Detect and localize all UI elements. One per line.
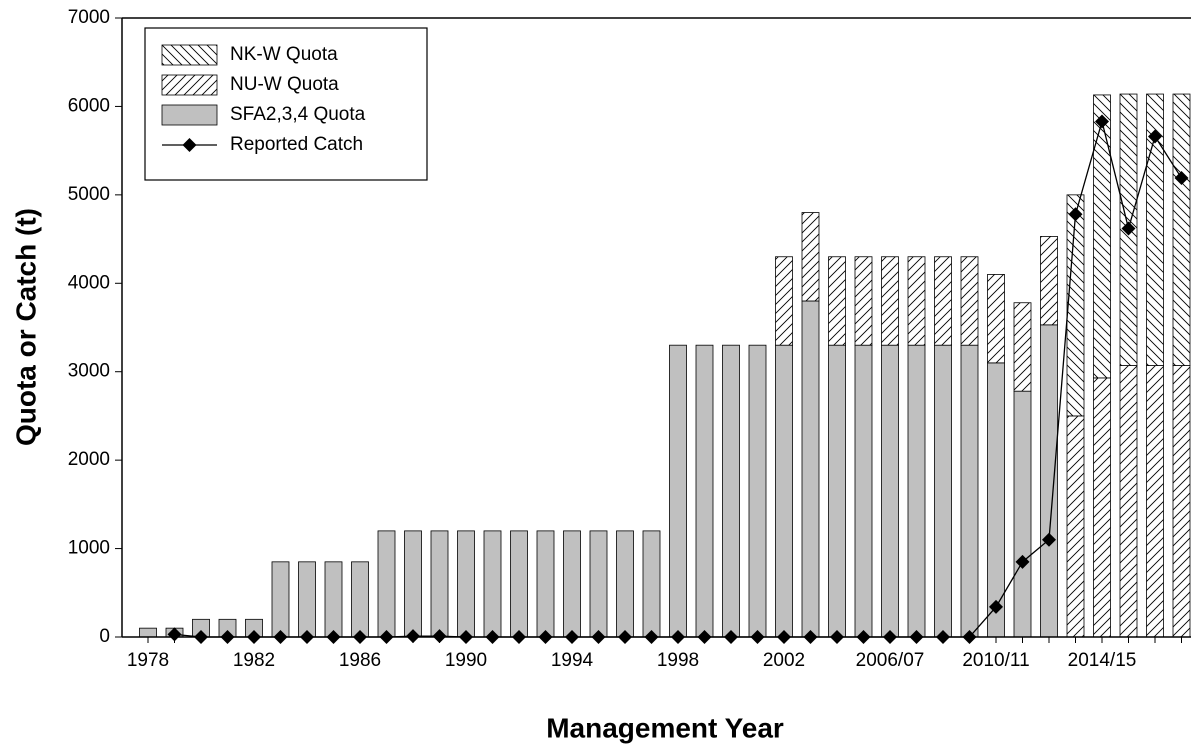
x-tick-label: 1978: [127, 650, 169, 671]
bar: [139, 627, 157, 638]
bar: [589, 530, 608, 638]
bar: [828, 256, 846, 346]
catch-marker: [1095, 114, 1109, 129]
bar: [722, 344, 740, 638]
y-tick-label: 2000: [68, 449, 110, 470]
legend: NK-W Quota NU-W Quota SFA2,3,4 Quota Report…: [144, 27, 428, 181]
bar: [801, 300, 820, 638]
bar: [1066, 194, 1085, 417]
x-tick-label: 2006/07: [856, 650, 925, 671]
bar: [960, 256, 979, 346]
bar: [987, 274, 1005, 364]
bar: [748, 344, 767, 638]
x-axis-title: Management Year: [546, 712, 784, 743]
y-tick-label: 1000: [68, 538, 110, 559]
legend-label: SFA2,3,4 Quota: [230, 104, 366, 125]
bar: [457, 530, 475, 638]
y-tick-label: 6000: [68, 95, 110, 116]
legend-marker: [182, 138, 197, 152]
bar: [775, 256, 793, 346]
bar: [669, 344, 687, 638]
bar: [324, 561, 343, 638]
bar: [881, 256, 899, 346]
bar: [1066, 415, 1085, 638]
bar: [934, 256, 952, 346]
bar: [430, 530, 449, 638]
bar: [1146, 365, 1164, 638]
bar: [563, 530, 581, 638]
y-tick-label: 3000: [68, 361, 110, 382]
x-tick-label: 1982: [233, 650, 275, 671]
bar: [1172, 365, 1191, 638]
catch-marker: [1121, 221, 1136, 236]
bar: [1146, 93, 1164, 366]
y-tick-label: 0: [99, 626, 110, 647]
catch-marker: [989, 599, 1003, 614]
bar: [854, 256, 873, 346]
y-axis-title: Quota or Catch (t): [10, 208, 41, 446]
bar: [934, 344, 952, 638]
bar: [907, 256, 926, 346]
bar: [1119, 365, 1138, 638]
legend-label: NU-W Quota: [230, 74, 339, 95]
bar: [828, 344, 846, 638]
catch-marker: [1068, 207, 1083, 222]
bar: [775, 344, 793, 638]
catch-marker: [1148, 129, 1162, 144]
bar: [1013, 390, 1032, 638]
bar: [510, 530, 528, 638]
catch-marker: [1174, 171, 1189, 186]
bar: [1013, 302, 1032, 392]
catch-marker: [1042, 532, 1056, 547]
bar: [1040, 324, 1058, 638]
bar: [1172, 93, 1191, 366]
y-tick-label: 7000: [68, 7, 110, 28]
x-tick-label: 2010/11: [962, 650, 1029, 671]
legend-swatch: [161, 104, 218, 126]
bar: [854, 344, 873, 638]
bar: [404, 530, 422, 638]
bar: [536, 530, 555, 638]
bar: [881, 344, 899, 638]
x-tick-label: 1990: [445, 650, 487, 671]
catch-marker: [432, 629, 447, 644]
bar: [298, 561, 316, 638]
bar: [1093, 94, 1111, 379]
bar: [801, 212, 820, 302]
x-tick-label: 2002: [763, 650, 805, 671]
bar: [695, 344, 714, 638]
bar: [1093, 377, 1111, 638]
bar: [1040, 236, 1058, 326]
bar: [642, 530, 661, 638]
bar: [616, 530, 634, 638]
legend-swatch: [161, 44, 218, 66]
x-tick-label: 2014/15: [1068, 650, 1137, 671]
bar: [483, 530, 502, 638]
x-tick-label: 1986: [339, 650, 381, 671]
catch-marker: [1015, 554, 1030, 569]
catch-marker: [167, 627, 182, 642]
legend-label: NK-W Quota: [230, 44, 338, 65]
x-tick-label: 1998: [657, 650, 699, 671]
catch-marker: [406, 629, 420, 644]
legend-label: Reported Catch: [230, 134, 363, 155]
legend-swatch: [161, 74, 218, 96]
y-tick-label: 5000: [68, 184, 110, 205]
bar: [271, 561, 290, 638]
bar: [351, 561, 369, 638]
x-tick-label: 1994: [551, 650, 594, 671]
bar: [960, 344, 979, 638]
bar: [907, 344, 926, 638]
bar: [377, 530, 396, 638]
y-tick-label: 4000: [68, 272, 110, 293]
